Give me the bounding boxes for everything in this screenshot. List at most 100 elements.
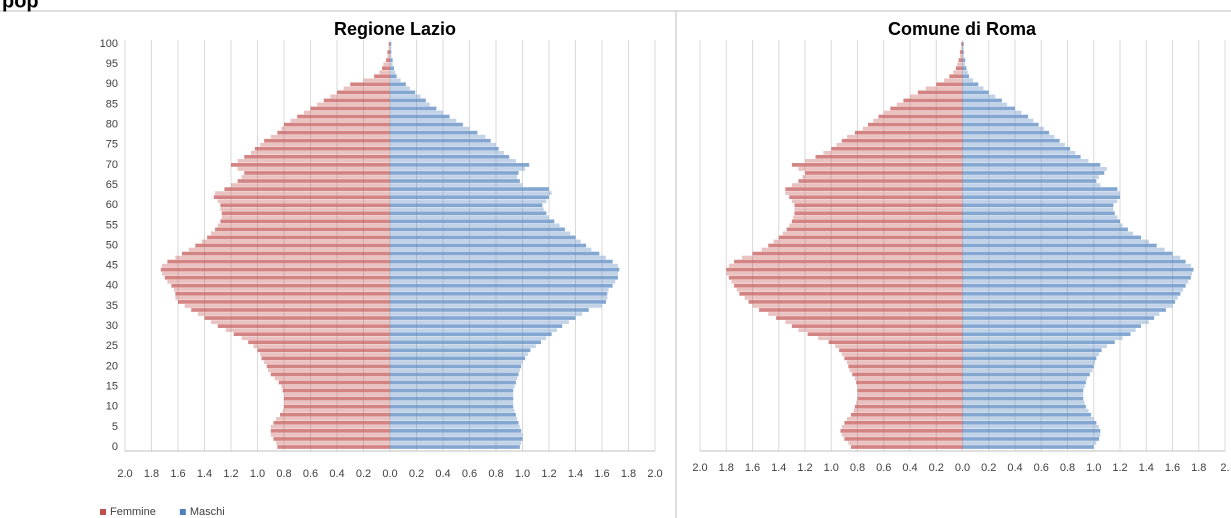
bar <box>390 364 522 369</box>
bar <box>390 98 426 103</box>
bar <box>337 90 390 95</box>
bar <box>793 215 963 220</box>
bar <box>390 207 544 212</box>
bar <box>798 328 963 332</box>
bar <box>162 263 390 268</box>
bar <box>390 154 510 159</box>
bar <box>752 251 963 256</box>
bar <box>253 344 390 349</box>
bar <box>785 320 963 324</box>
bar <box>752 304 963 308</box>
bar <box>962 211 1115 216</box>
bar <box>290 118 390 123</box>
bar <box>277 445 390 449</box>
bar <box>225 328 390 332</box>
bar <box>181 251 390 256</box>
bar <box>962 219 1120 224</box>
bar <box>215 227 390 232</box>
bar <box>961 46 963 50</box>
bar <box>962 332 1131 337</box>
bar <box>220 203 390 208</box>
bar <box>962 441 1097 445</box>
bar <box>944 78 963 83</box>
bar <box>390 283 613 288</box>
bar <box>896 102 963 107</box>
y-tick-label: 55 <box>106 219 118 231</box>
bar <box>823 150 963 155</box>
bar <box>167 259 390 264</box>
bar <box>962 70 968 75</box>
bar <box>270 424 390 429</box>
bar <box>850 412 963 417</box>
bar <box>164 275 390 280</box>
bar <box>785 187 963 191</box>
bar <box>962 122 1039 127</box>
x-tick-label: 0.4 <box>902 462 917 474</box>
bar <box>962 223 1123 228</box>
bar <box>350 82 390 87</box>
bar <box>805 159 963 163</box>
x-tick-label: 1.0 <box>824 462 839 474</box>
bar <box>390 251 600 256</box>
bar <box>962 348 1102 353</box>
bar <box>237 159 390 163</box>
x-tick-label: 1.6 <box>594 468 609 480</box>
bar <box>390 360 523 365</box>
x-tick-label: 1.2 <box>797 462 812 474</box>
bar <box>962 150 1076 155</box>
bar <box>248 340 390 345</box>
bar <box>390 50 392 54</box>
x-tick-label: 2.0 <box>692 462 707 474</box>
bar <box>390 54 392 58</box>
bar <box>390 102 430 107</box>
bar <box>171 283 390 288</box>
bar <box>281 126 390 131</box>
bar <box>962 429 1101 433</box>
x-tick-label: 1.4 <box>1139 462 1154 474</box>
bar <box>962 90 989 95</box>
bar <box>734 283 963 288</box>
bar <box>382 66 390 71</box>
bar <box>231 183 390 187</box>
bar <box>962 300 1176 304</box>
x-tick-label: 0.8 <box>276 468 291 480</box>
bar <box>848 441 963 445</box>
bar <box>390 42 392 46</box>
bar <box>390 247 592 252</box>
bar <box>390 146 499 151</box>
bar <box>962 328 1136 332</box>
bar <box>390 231 571 236</box>
bar <box>962 320 1149 324</box>
bar <box>217 324 390 328</box>
bar <box>962 46 964 50</box>
bar <box>748 300 963 304</box>
y-tick-label: 90 <box>106 78 118 90</box>
bar <box>270 372 390 377</box>
x-tick-label: 0.0 <box>382 468 397 480</box>
bar <box>277 130 390 135</box>
bar <box>853 408 963 413</box>
bar <box>215 191 390 195</box>
bar <box>231 163 390 167</box>
bar <box>962 106 1015 111</box>
bar <box>791 219 963 224</box>
bar <box>959 54 963 58</box>
bar <box>953 70 963 75</box>
bar <box>390 292 608 296</box>
bar <box>857 396 963 401</box>
bar <box>862 126 963 131</box>
bar <box>221 211 390 216</box>
bar <box>841 138 963 143</box>
bar <box>264 138 390 143</box>
bar <box>211 320 390 324</box>
bar <box>961 42 963 46</box>
x-tick-label: 1.4 <box>568 468 583 480</box>
bar <box>390 110 443 115</box>
bar <box>390 376 518 381</box>
bar <box>390 348 531 353</box>
x-tick-label: 0.8 <box>1060 462 1075 474</box>
bar <box>847 134 963 139</box>
x-tick-label: 1.8 <box>1191 462 1206 474</box>
bar <box>390 352 528 357</box>
bar <box>962 130 1050 135</box>
